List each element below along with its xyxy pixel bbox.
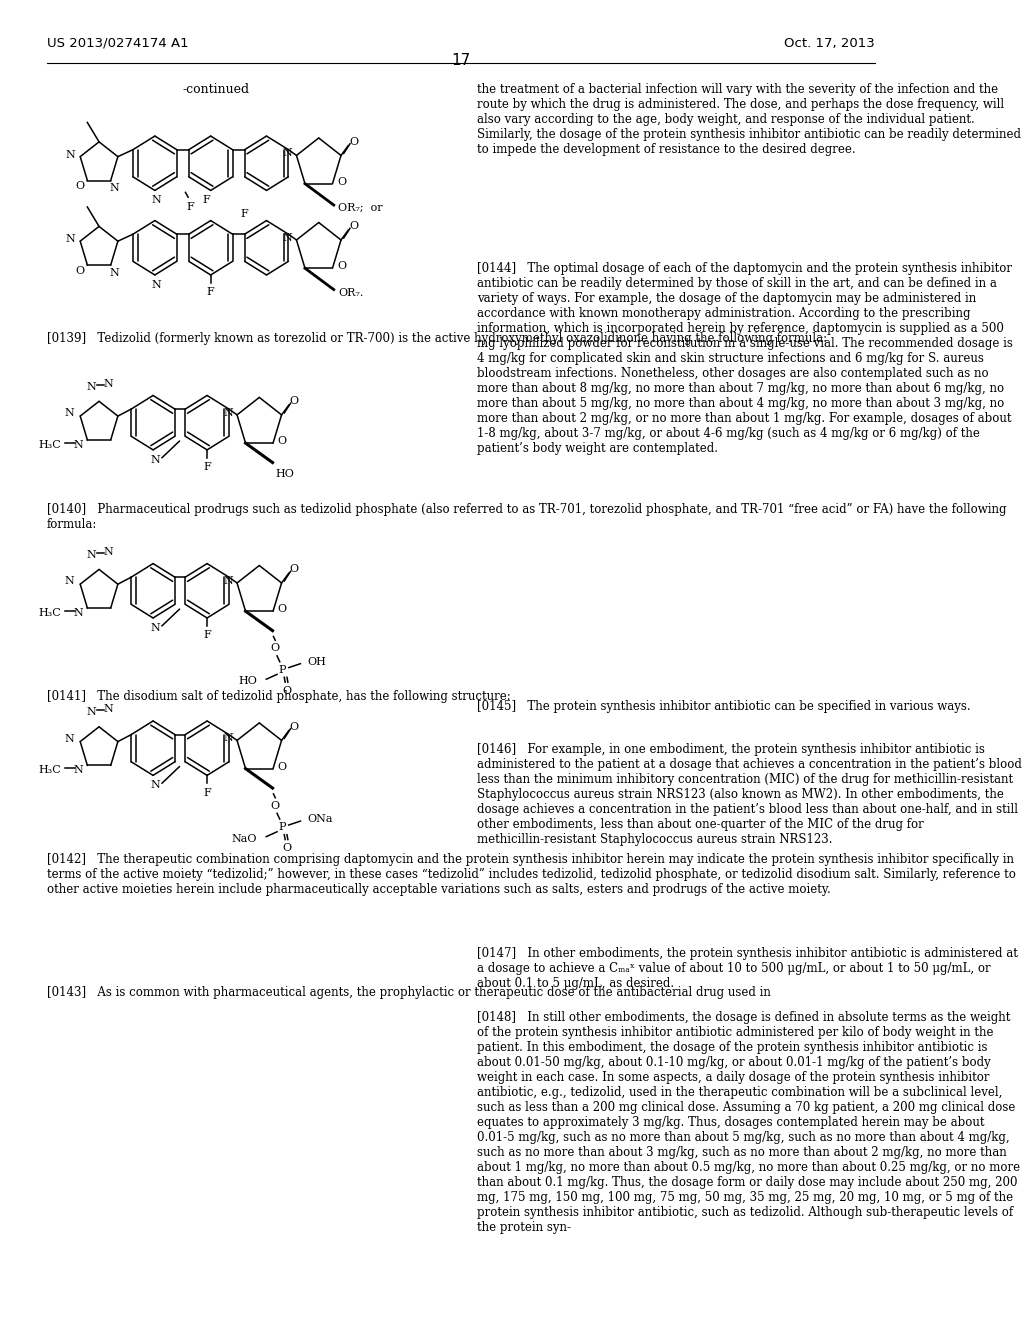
Text: [0144]   The optimal dosage of each of the daptomycin and the protein synthesis : [0144] The optimal dosage of each of the…	[477, 263, 1013, 455]
Text: N: N	[103, 546, 113, 557]
Text: N: N	[74, 609, 83, 618]
Text: O: O	[76, 181, 85, 191]
Text: [0139]   Tedizolid (formerly known as torezolid or TR-700) is the active hydroxy: [0139] Tedizolid (formerly known as tore…	[47, 333, 827, 346]
Text: HO: HO	[275, 469, 294, 479]
Text: N: N	[151, 454, 161, 465]
Text: O: O	[337, 261, 346, 272]
Text: N: N	[66, 149, 75, 160]
Text: O: O	[290, 722, 299, 731]
Text: [0142]   The therapeutic combination comprising daptomycin and the protein synth: [0142] The therapeutic combination compr…	[47, 853, 1016, 896]
Text: Oct. 17, 2013: Oct. 17, 2013	[784, 37, 876, 50]
Text: O: O	[76, 265, 85, 276]
Text: the treatment of a bacterial infection will vary with the severity of the infect: the treatment of a bacterial infection w…	[477, 83, 1021, 156]
Text: F: F	[203, 195, 210, 205]
Text: F: F	[207, 288, 215, 297]
Text: P: P	[279, 664, 287, 675]
Text: [0148]   In still other embodiments, the dosage is defined in absolute terms as : [0148] In still other embodiments, the d…	[477, 1011, 1020, 1233]
Text: H₃C: H₃C	[38, 766, 61, 775]
Text: N: N	[152, 195, 162, 205]
Text: F: F	[203, 788, 211, 797]
Text: N: N	[65, 577, 75, 586]
Text: [0145]   The protein synthesis inhibitor antibiotic can be specified in various : [0145] The protein synthesis inhibitor a…	[477, 700, 971, 713]
Text: O: O	[349, 137, 358, 147]
Text: F: F	[241, 209, 249, 219]
Text: OR₇;  or: OR₇; or	[338, 203, 383, 213]
Text: F: F	[203, 462, 211, 473]
Text: N: N	[223, 576, 232, 586]
Text: O: O	[278, 605, 287, 614]
Text: H₃C: H₃C	[38, 609, 61, 618]
Text: H₃C: H₃C	[38, 440, 61, 450]
Text: O: O	[349, 222, 358, 231]
Text: N: N	[151, 780, 161, 791]
Text: N: N	[152, 280, 162, 289]
Text: -continued: -continued	[182, 83, 250, 95]
Text: [0143]   As is common with pharmaceutical agents, the prophylactic or therapeuti: [0143] As is common with pharmaceutical …	[47, 986, 771, 999]
Text: F: F	[186, 202, 194, 213]
Text: OH: OH	[307, 657, 327, 667]
Text: N: N	[110, 183, 119, 193]
Text: N: N	[65, 734, 75, 743]
Text: O: O	[278, 436, 287, 446]
Text: OR₇.: OR₇.	[338, 288, 364, 297]
Text: N: N	[283, 148, 292, 158]
Text: N: N	[283, 234, 292, 243]
Text: N: N	[66, 234, 75, 244]
Text: HO: HO	[239, 676, 257, 686]
Text: N: N	[110, 268, 119, 277]
Text: N: N	[87, 550, 96, 560]
Text: N: N	[223, 734, 232, 743]
Text: O: O	[290, 396, 299, 407]
Text: N: N	[223, 408, 232, 418]
Text: N: N	[87, 381, 96, 392]
Text: NaO: NaO	[231, 834, 257, 843]
Text: [0147]   In other embodiments, the protein synthesis inhibitor antibiotic is adm: [0147] In other embodiments, the protein…	[477, 948, 1018, 990]
Text: US 2013/0274174 A1: US 2013/0274174 A1	[47, 37, 188, 50]
Text: P: P	[279, 822, 287, 832]
Text: N: N	[87, 708, 96, 717]
Text: O: O	[270, 643, 280, 653]
Text: N: N	[103, 379, 113, 389]
Text: [0146]   For example, in one embodiment, the protein synthesis inhibitor antibio: [0146] For example, in one embodiment, t…	[477, 743, 1022, 846]
Text: O: O	[270, 800, 280, 810]
Text: O: O	[337, 177, 346, 186]
Text: O: O	[283, 843, 292, 853]
Text: N: N	[74, 766, 83, 775]
Text: F: F	[203, 631, 211, 640]
Text: N: N	[151, 623, 161, 632]
Text: N: N	[103, 705, 113, 714]
Text: 17: 17	[452, 53, 471, 69]
Text: O: O	[290, 565, 299, 574]
Text: ONa: ONa	[307, 814, 333, 824]
Text: [0141]   The disodium salt of tedizolid phosphate, has the following structure:: [0141] The disodium salt of tedizolid ph…	[47, 690, 511, 702]
Text: N: N	[65, 408, 75, 418]
Text: O: O	[278, 762, 287, 772]
Text: O: O	[283, 686, 292, 696]
Text: [0140]   Pharmaceutical prodrugs such as tedizolid phosphate (also referred to a: [0140] Pharmaceutical prodrugs such as t…	[47, 503, 1007, 532]
Text: N: N	[74, 440, 83, 450]
